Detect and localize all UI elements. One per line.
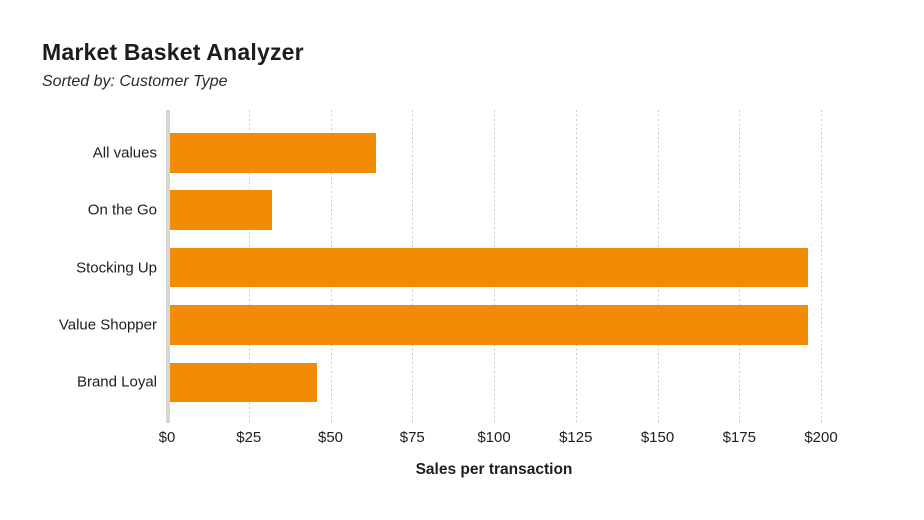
x-tick-label: $175 [722, 429, 756, 446]
plot-domain [167, 110, 822, 423]
x-tick-label: $75 [399, 429, 425, 446]
gridline [821, 110, 822, 423]
x-tick-label: $25 [236, 429, 262, 446]
category-label: Value Shopper [58, 316, 157, 334]
bar-brand-loyal[interactable] [170, 362, 318, 403]
y-axis-zero-line [166, 110, 170, 423]
bar-stocking-up[interactable] [170, 247, 808, 288]
category-label: All values [92, 144, 157, 162]
x-tick-label: $125 [559, 429, 593, 446]
bar-value-shopper[interactable] [170, 305, 808, 345]
x-tick-label: $0 [158, 429, 176, 446]
category-label: Stocking Up [76, 259, 157, 277]
chart-subtitle: Sorted by: Customer Type [42, 73, 228, 90]
category-label: Brand Loyal [76, 373, 157, 391]
chart-title: Market Basket Analyzer [42, 39, 304, 65]
category-label: On the Go [87, 201, 157, 219]
x-axis-ticks: $0 $25 $50 $75 $100 $125 $150 $175 $200 [159, 429, 838, 449]
x-tick-label: $200 [804, 429, 838, 446]
plot-area: All values On the Go Stocking Up Value Shop… [0, 110, 924, 423]
x-axis-title: Sales per transaction [415, 461, 573, 478]
bar-on-the-go[interactable] [170, 190, 272, 230]
x-tick-label: $50 [317, 429, 344, 446]
x-tick-label: $150 [640, 429, 675, 446]
bar-all-values[interactable] [170, 133, 377, 173]
x-tick-label: $100 [477, 429, 511, 446]
